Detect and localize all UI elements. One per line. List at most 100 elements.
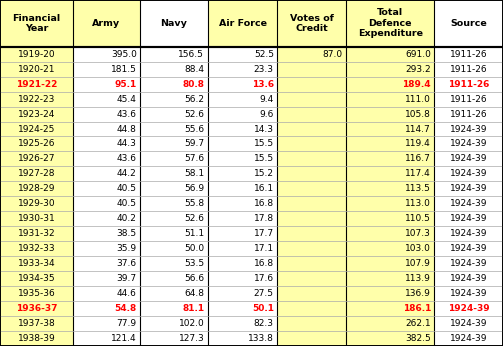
Text: 121.4: 121.4 [111,334,137,343]
Text: 95.1: 95.1 [115,80,137,89]
Bar [73,331,140,346]
Text: 45.4: 45.4 [117,94,137,103]
Bar [140,301,208,316]
Text: 15.5: 15.5 [254,139,274,148]
Bar [0,226,73,241]
Bar [277,107,346,121]
Text: 102.0: 102.0 [179,319,204,328]
Bar [73,256,140,271]
Text: 181.5: 181.5 [111,65,137,74]
Text: 1911-26: 1911-26 [450,94,487,103]
Text: 1923-24: 1923-24 [18,110,55,119]
Bar [73,62,140,77]
Bar [0,166,73,181]
Bar [73,136,140,152]
Bar [346,331,435,346]
Text: 1927-28: 1927-28 [18,170,55,179]
Bar [0,331,73,346]
Bar [346,92,435,107]
Text: 16.8: 16.8 [254,259,274,268]
Text: 56.2: 56.2 [184,94,204,103]
Bar [208,316,277,331]
Text: 57.6: 57.6 [184,154,204,163]
Text: 56.9: 56.9 [184,184,204,193]
Bar [435,92,503,107]
Text: 1929-30: 1929-30 [18,199,55,208]
Bar [73,211,140,226]
Text: 44.8: 44.8 [117,125,137,134]
Text: 103.0: 103.0 [405,244,431,253]
Bar [208,152,277,166]
Bar [0,211,73,226]
Bar [0,121,73,137]
Text: 77.9: 77.9 [117,319,137,328]
Bar [208,0,277,47]
Bar [140,286,208,301]
Text: Air Force: Air Force [218,19,267,28]
Bar [140,77,208,92]
Bar [435,0,503,47]
Text: 133.8: 133.8 [248,334,274,343]
Text: 189.4: 189.4 [402,80,431,89]
Bar [73,92,140,107]
Bar [435,181,503,197]
Bar [73,77,140,92]
Text: 40.5: 40.5 [117,184,137,193]
Bar [73,226,140,241]
Bar [208,47,277,62]
Text: 1930-31: 1930-31 [18,214,55,223]
Bar [73,181,140,197]
Text: 382.5: 382.5 [405,334,431,343]
Text: 15.2: 15.2 [254,170,274,179]
Text: 1922-23: 1922-23 [18,94,55,103]
Bar [73,197,140,211]
Text: 87.0: 87.0 [322,50,343,59]
Bar [435,197,503,211]
Bar [277,211,346,226]
Bar [140,92,208,107]
Bar [73,152,140,166]
Bar [140,241,208,256]
Bar [435,226,503,241]
Bar [435,316,503,331]
Bar [346,197,435,211]
Text: 58.1: 58.1 [184,170,204,179]
Text: 64.8: 64.8 [184,289,204,298]
Text: Source: Source [450,19,487,28]
Text: 23.3: 23.3 [254,65,274,74]
Text: 17.7: 17.7 [254,229,274,238]
Text: 293.2: 293.2 [405,65,431,74]
Bar [435,77,503,92]
Bar [435,256,503,271]
Text: 55.8: 55.8 [184,199,204,208]
Bar [346,136,435,152]
Bar [208,136,277,152]
Bar [208,271,277,286]
Bar [346,271,435,286]
Bar [346,0,435,47]
Text: 107.9: 107.9 [405,259,431,268]
Bar [0,152,73,166]
Bar [346,121,435,137]
Text: 44.6: 44.6 [117,289,137,298]
Text: Total
Defence
Expenditure: Total Defence Expenditure [358,8,423,38]
Bar [277,241,346,256]
Bar [208,256,277,271]
Text: 40.2: 40.2 [117,214,137,223]
Bar [140,47,208,62]
Text: 1924-39: 1924-39 [450,154,487,163]
Text: 38.5: 38.5 [117,229,137,238]
Bar [346,107,435,121]
Bar [435,47,503,62]
Bar [277,121,346,137]
Bar [277,152,346,166]
Text: 1924-39: 1924-39 [450,170,487,179]
Text: 16.1: 16.1 [254,184,274,193]
Bar [277,47,346,62]
Text: 53.5: 53.5 [184,259,204,268]
Bar [435,211,503,226]
Bar [346,62,435,77]
Bar [346,181,435,197]
Text: 1924-39: 1924-39 [450,139,487,148]
Bar [208,121,277,137]
